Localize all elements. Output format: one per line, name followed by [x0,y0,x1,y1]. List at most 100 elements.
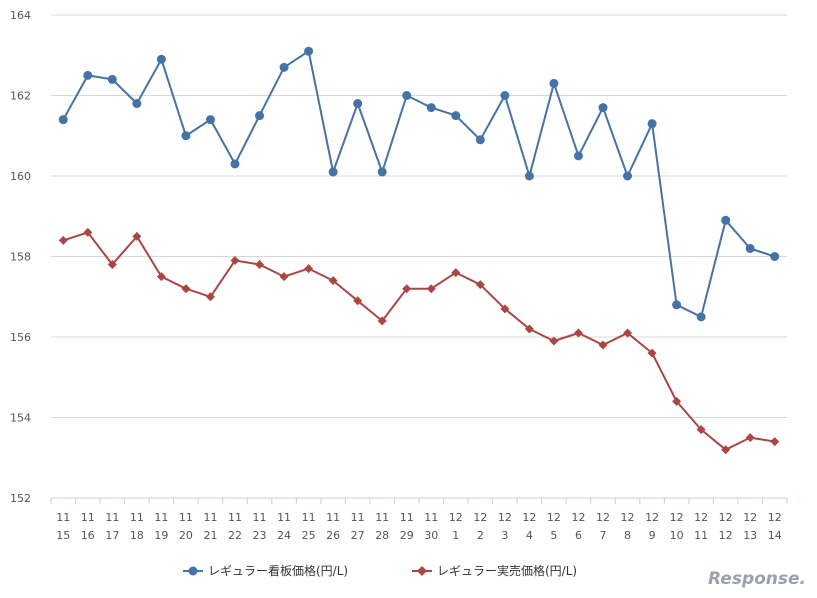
data-point[interactable] [353,296,363,306]
x-tick-label-day: 24 [277,529,291,542]
data-point[interactable] [647,119,657,129]
legend-label-actual: レギュラー実売価格(円/L) [437,563,577,578]
x-tick-label-day: 7 [600,529,607,542]
x-tick-label-month: 12 [670,511,684,524]
y-tick-label: 158 [10,251,31,264]
gridlines [51,14,787,418]
data-point[interactable] [451,268,461,278]
legend-marker-actual [417,566,427,576]
data-point[interactable] [304,46,314,56]
x-tick-label-month: 11 [56,511,70,524]
data-point[interactable] [230,159,240,169]
x-tick-label-day: 4 [526,529,533,542]
data-point[interactable] [573,328,583,338]
data-point[interactable] [83,227,93,237]
data-point[interactable] [426,103,436,113]
data-point[interactable] [132,231,142,241]
data-point[interactable] [353,99,363,109]
data-point[interactable] [770,437,780,447]
data-point[interactable] [328,276,338,286]
data-point[interactable] [58,115,68,125]
data-point[interactable] [230,256,240,266]
x-tick-label-month: 11 [375,511,389,524]
x-tick-label-month: 12 [596,511,610,524]
data-point[interactable] [205,292,215,302]
data-point[interactable] [304,264,314,274]
x-tick-label-month: 12 [768,511,782,524]
response-watermark: Response. [708,569,806,589]
legend-item-signboard-price[interactable]: レギュラー看板価格(円/L) [183,563,348,578]
series-layer [58,46,780,455]
data-point[interactable] [451,111,461,121]
data-point[interactable] [156,54,166,64]
data-point[interactable] [107,74,117,84]
data-point[interactable] [598,103,608,113]
data-point[interactable] [255,111,265,121]
data-point[interactable] [549,78,559,88]
data-point[interactable] [647,348,657,358]
x-tick-label-month: 12 [571,511,585,524]
data-point[interactable] [721,445,731,455]
data-point[interactable] [279,62,289,72]
x-tick-label-day: 12 [719,529,733,542]
data-point[interactable] [205,115,215,125]
x-tick-label-day: 23 [253,529,267,542]
data-point[interactable] [745,243,755,253]
data-point[interactable] [524,324,534,334]
legend-item-actual-price[interactable]: レギュラー実売価格(円/L) [412,563,577,578]
data-point[interactable] [181,284,191,294]
series-signboard-price [58,46,780,322]
x-tick-label-day: 8 [624,529,631,542]
y-tick-label: 160 [10,170,31,183]
x-tick-label-month: 11 [81,511,95,524]
x-tick-label-month: 11 [105,511,119,524]
data-point[interactable] [255,260,265,270]
x-tick-label-month: 11 [277,511,291,524]
data-point[interactable] [573,151,583,161]
data-point[interactable] [598,340,608,350]
data-point[interactable] [426,284,436,294]
data-point[interactable] [672,300,682,310]
y-tick-label: 164 [10,9,31,22]
data-point[interactable] [475,135,485,145]
data-point[interactable] [475,280,485,290]
data-point[interactable] [696,312,706,322]
data-point[interactable] [745,433,755,443]
data-point[interactable] [500,304,510,314]
data-point[interactable] [83,70,93,80]
x-tick-label-month: 11 [228,511,242,524]
x-tick-label-day: 19 [154,529,168,542]
data-point[interactable] [402,91,412,100]
x-tick-label-day: 17 [105,529,119,542]
data-point[interactable] [500,91,510,100]
y-tick-label: 162 [10,90,31,103]
data-point[interactable] [549,336,559,346]
data-point[interactable] [770,252,780,261]
data-point[interactable] [58,235,68,245]
data-point[interactable] [721,215,731,225]
data-point[interactable] [377,316,387,326]
data-point[interactable] [623,171,633,181]
data-point[interactable] [524,171,534,181]
data-point[interactable] [279,272,289,282]
x-tick-label-month: 12 [498,511,512,524]
x-tick-label-month: 12 [473,511,487,524]
data-point[interactable] [156,272,166,282]
data-point[interactable] [623,328,633,338]
data-point[interactable] [402,284,412,294]
x-tick-label-month: 12 [694,511,708,524]
x-tick-label-day: 2 [477,529,484,542]
legend-label-signboard: レギュラー看板価格(円/L) [208,563,348,578]
legend-marker-signboard [188,566,198,576]
series-line [62,231,775,451]
y-tick-label: 152 [10,492,31,505]
data-point[interactable] [377,167,387,177]
data-point[interactable] [132,99,142,109]
data-point[interactable] [181,131,191,141]
x-tick-label-day: 9 [649,529,656,542]
data-point[interactable] [672,396,682,406]
data-point[interactable] [328,167,338,177]
data-point[interactable] [696,425,706,435]
data-point[interactable] [107,260,117,270]
